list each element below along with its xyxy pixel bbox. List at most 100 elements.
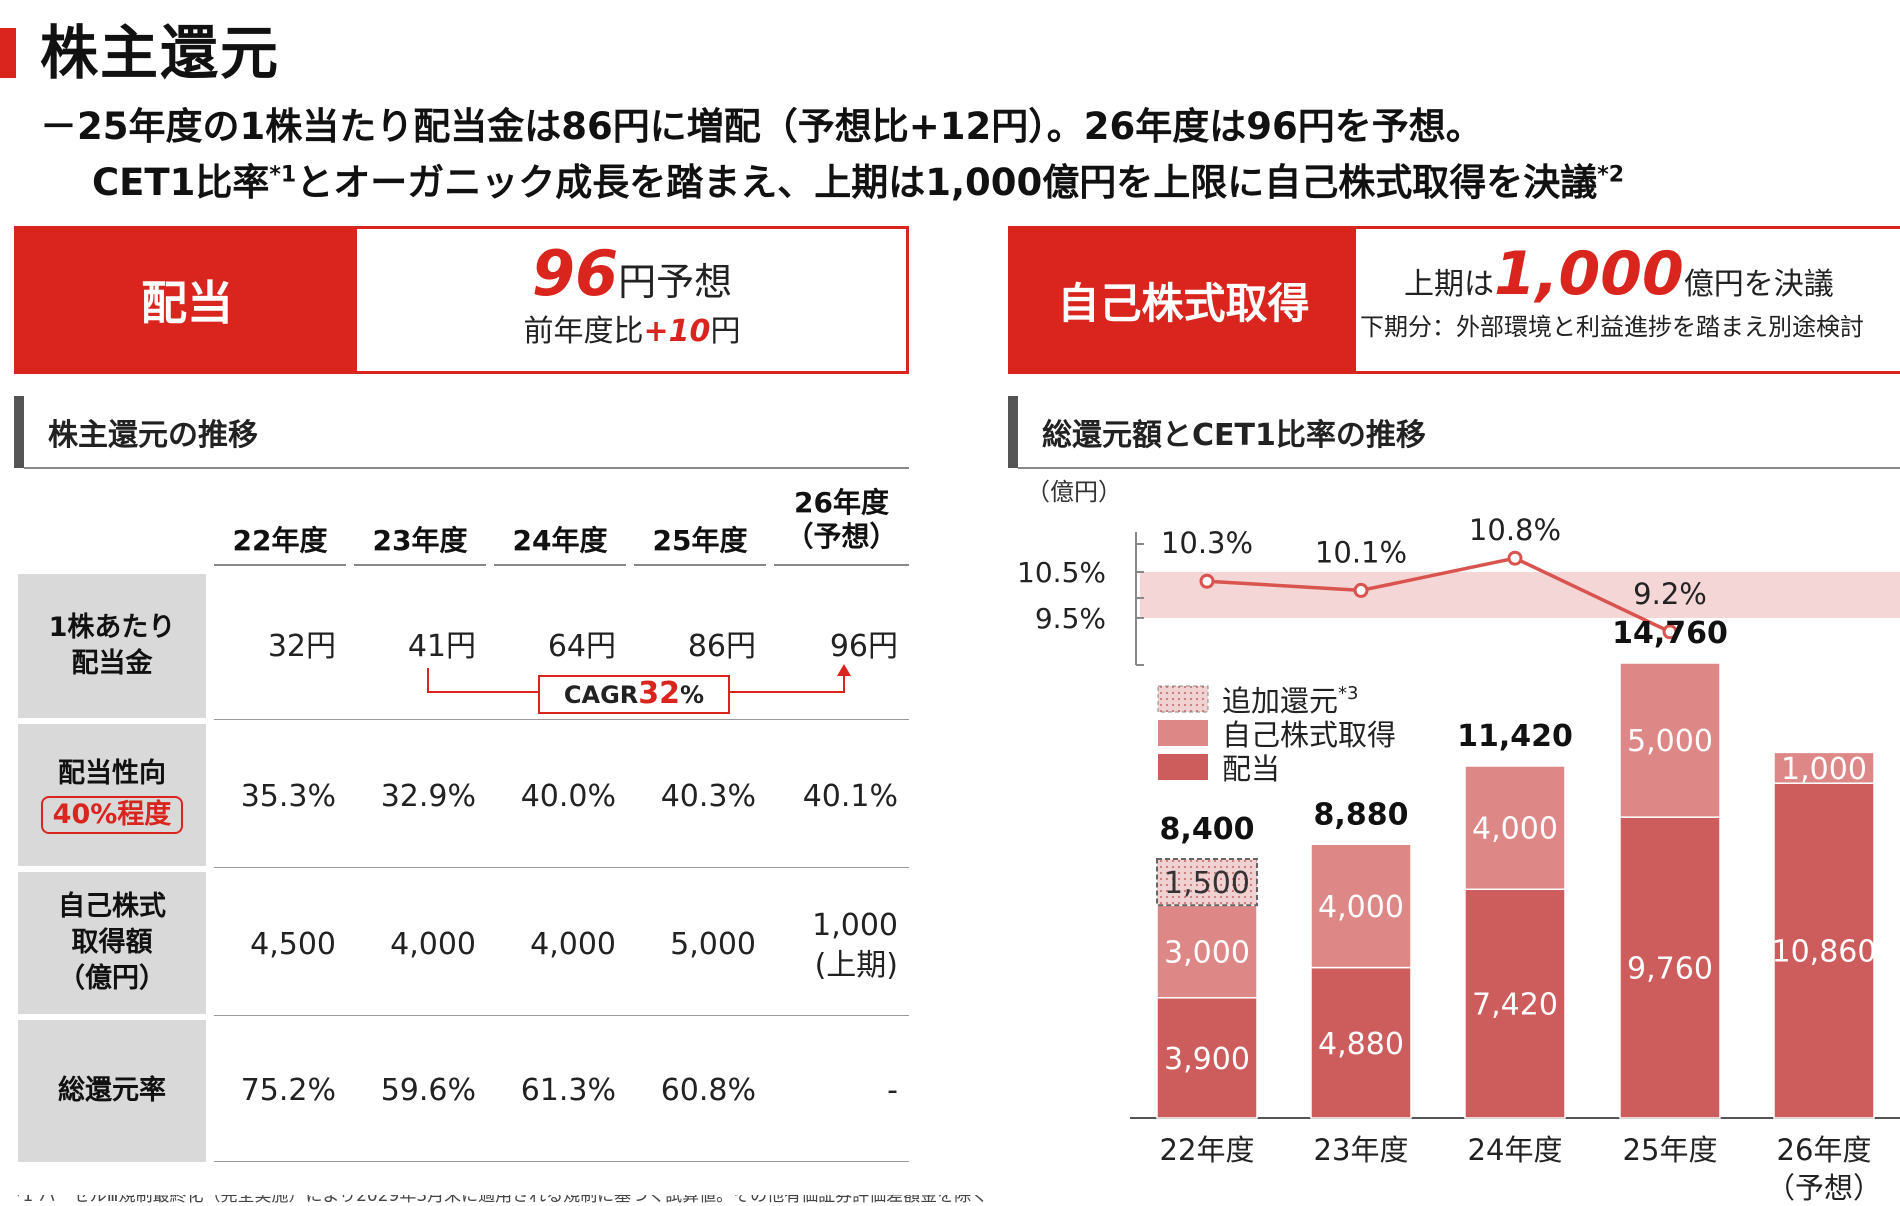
left-section-title: 株主還元の推移	[14, 396, 909, 468]
col-header-23: 23年度	[372, 524, 468, 557]
y-tick-label: 10.5%	[1017, 556, 1106, 589]
cell-payout-22: 35.3%	[240, 779, 336, 814]
buyback-box: 自己株式取得 上期は1,000億円を決議 下期分：外部環境と利益進捗を踏まえ別途…	[1008, 226, 1900, 374]
row-label-buyback: 自己株式 取得額 （億円）	[18, 872, 206, 1014]
row-label-total: 総還元率	[18, 1020, 206, 1162]
bar-segment-label: 1,000	[1781, 752, 1867, 787]
dividend-box-content: 96円予想 前年度比+10円	[357, 229, 907, 371]
cet1-value-label: 10.8%	[1469, 513, 1561, 547]
bar-segment-buyback	[1619, 662, 1721, 818]
x-category-label: 25年度	[1623, 1133, 1718, 1167]
buyback-line-1: 上期は1,000億円を決議	[1404, 239, 1834, 309]
legend-label: 配当	[1222, 752, 1280, 786]
bar-total-label: 8,400	[1160, 812, 1255, 847]
cell-buyback-23: 4,000	[390, 927, 476, 962]
legend-swatch	[1157, 685, 1209, 713]
cet1-point	[1662, 624, 1678, 640]
legend-label: 自己株式取得	[1222, 718, 1396, 752]
legend-label: 追加還元*3	[1222, 683, 1358, 718]
row-divider	[214, 1161, 909, 1162]
bar-segment-dividend	[1773, 782, 1875, 1119]
cell-payout-24: 40.0%	[520, 779, 616, 814]
cell-dps-26: 96円	[829, 629, 898, 664]
col-header-underline	[774, 564, 909, 566]
x-category-label: 26年度	[1777, 1133, 1872, 1167]
legend-swatch	[1158, 720, 1208, 746]
row-divider	[214, 1015, 909, 1016]
bar-segment-buyback	[1156, 904, 1258, 999]
dividend-amount: 96	[531, 237, 619, 310]
cell-total-26: -	[887, 1073, 898, 1108]
bar-segment-buyback	[1310, 843, 1412, 969]
x-category-label: 24年度	[1468, 1133, 1563, 1167]
col-header-22: 22年度	[232, 524, 328, 557]
bar-segment-buyback	[1464, 765, 1566, 891]
cell-buyback-26: 1,000 (上期)	[812, 908, 898, 983]
x-category-label: 23年度	[1314, 1133, 1409, 1167]
left-section-underline	[24, 467, 909, 469]
col-header-underline	[214, 564, 346, 566]
footnote: *1 バーゼルⅢ規制最終化（完全実施）により2029年3月末に適用される規制に基…	[14, 1195, 989, 1206]
cell-buyback-22: 4,500	[250, 927, 336, 962]
cet1-value-label: 10.3%	[1161, 526, 1253, 560]
row-label-payout: 配当性向 40%程度	[18, 724, 206, 866]
bar-segment-label: 3,000	[1164, 936, 1250, 971]
bar-segment-label: 4,880	[1318, 1027, 1404, 1062]
bar-segment-label: 3,900	[1164, 1042, 1250, 1077]
right-section-underline	[1018, 467, 1900, 469]
cell-payout-23: 32.9%	[380, 779, 476, 814]
row-divider	[214, 867, 909, 868]
right-section-title: 総還元額とCET1比率の推移	[1008, 396, 1900, 468]
cagr-badge: CAGR32%	[538, 675, 730, 714]
cet1-point	[1199, 573, 1215, 589]
target-band	[1140, 572, 1900, 618]
bar-segment-buyback	[1773, 751, 1875, 784]
dividend-box: 配当 96円予想 前年度比+10円	[14, 226, 909, 374]
legend-swatch	[1158, 754, 1208, 780]
col-header-25: 25年度	[652, 524, 748, 557]
title-accent-bar	[0, 28, 16, 78]
buyback-box-content: 上期は1,000億円を決議 下期分：外部環境と利益進捗を踏まえ別途検討	[1356, 229, 1900, 371]
bar-total-label: 14,760	[1612, 616, 1728, 651]
dividend-amount-suffix: 円予想	[618, 260, 733, 304]
cell-payout-25: 40.3%	[660, 779, 756, 814]
subtitle-line-2: CET1比率*1とオーガニック成長を踏まえ、上期は1,000億円を上限に自己株式…	[92, 161, 1625, 204]
subtitle-line-1: －25年度の1株当たり配当金は86円に増配（予想比+12円）。26年度は96円を…	[40, 105, 1483, 148]
col-header-24: 24年度	[512, 524, 608, 557]
col-header-26: 26年度 （予想）	[785, 486, 898, 553]
payout-target-badge: 40%程度	[40, 796, 184, 834]
bar-segment-label: 9,760	[1627, 952, 1713, 987]
cell-payout-26: 40.1%	[802, 779, 898, 814]
cell-total-23: 59.6%	[380, 1073, 476, 1108]
bar-segment-label: 5,000	[1627, 724, 1713, 759]
buyback-box-label: 自己株式取得	[1011, 229, 1356, 371]
cell-buyback-25: 5,000	[670, 927, 756, 962]
dividend-box-label: 配当	[17, 229, 357, 371]
row-label-dps: 1株あたり 配当金	[18, 574, 206, 718]
bar-segment-label: 1,500	[1164, 866, 1250, 901]
cell-dps-23: 41円	[407, 629, 476, 664]
cet1-value-label: 10.1%	[1315, 535, 1407, 569]
dividend-yoy: 前年度比+10円	[523, 314, 741, 349]
cell-total-24: 61.3%	[520, 1073, 616, 1108]
bar-segment-label: 4,000	[1318, 890, 1404, 925]
bar-total-label: 8,880	[1314, 797, 1409, 832]
col-header-underline	[634, 564, 766, 566]
cell-total-22: 75.2%	[240, 1073, 336, 1108]
cet1-line	[1206, 556, 1671, 634]
page-title: 株主還元	[40, 19, 281, 87]
col-header-underline	[494, 564, 626, 566]
cell-total-25: 60.8%	[660, 1073, 756, 1108]
dividend-forecast: 96円予想	[357, 237, 907, 310]
cet1-point	[1353, 582, 1369, 598]
bar-segment-dividend	[1464, 888, 1566, 1119]
cet1-point	[1507, 550, 1523, 566]
x-category-label: 22年度	[1160, 1133, 1255, 1167]
bar-segment-additional	[1156, 858, 1258, 907]
bar-segment-dividend	[1156, 997, 1258, 1119]
cell-dps-24: 64円	[547, 629, 616, 664]
cet1-value-label: 9.2%	[1633, 577, 1707, 611]
unit-label: （億円）	[1026, 478, 1122, 506]
row-divider	[214, 719, 909, 720]
